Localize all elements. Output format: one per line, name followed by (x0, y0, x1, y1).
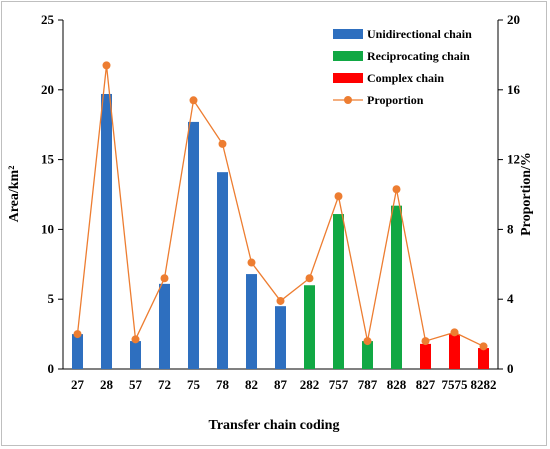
proportion-line (73, 61, 488, 351)
y-right-tick-label: 4 (507, 291, 514, 306)
y-right-tick-label: 0 (507, 361, 514, 376)
y-axis-right-title: Proportion/% (519, 152, 534, 236)
bar (420, 343, 431, 369)
bar (304, 285, 315, 369)
x-tick-label: 7575 (442, 377, 469, 392)
proportion-point (73, 330, 82, 339)
x-tick-label: 27 (71, 377, 85, 392)
x-axis-title: Transfer chain coding (209, 418, 340, 433)
y-left-tick-label: 5 (48, 291, 55, 306)
bar (101, 93, 112, 369)
y-right-tick-label: 16 (507, 82, 521, 97)
y-right-tick-label: 20 (507, 12, 520, 27)
proportion-point (479, 342, 488, 351)
y-right-tick-label: 12 (507, 152, 520, 167)
legend-swatch (333, 51, 363, 61)
x-tick-label: 8282 (471, 377, 497, 392)
proportion-point (160, 274, 169, 283)
bar (478, 348, 489, 369)
bar (188, 121, 199, 370)
proportion-point (421, 337, 430, 346)
proportion-point (334, 192, 343, 201)
bar (333, 214, 344, 369)
proportion-point (189, 96, 198, 105)
x-tick-label: 28 (100, 377, 114, 392)
tick-labels: 0 5 10 15 20 25 0 4 8 12 16 20 27 28 57 72 75 78 82 87 282 75… (41, 12, 521, 392)
proportion-point (102, 61, 111, 70)
legend-label: Unidirectional chain (367, 27, 472, 41)
bar (159, 283, 170, 369)
legend-label: Proportion (367, 93, 424, 107)
legend-label: Reciprocating chain (367, 49, 470, 63)
proportion-point (363, 337, 372, 346)
y-left-tick-label: 20 (41, 82, 54, 97)
y-left-tick-label: 10 (41, 221, 54, 236)
y-left-tick-label: 15 (41, 152, 55, 167)
y-right-tick-label: 8 (507, 221, 514, 236)
legend-label: Complex chain (367, 71, 444, 85)
bar (217, 172, 228, 369)
x-tick-label: 78 (216, 377, 230, 392)
bars (72, 93, 489, 370)
proportion-point (276, 296, 285, 305)
legend-swatch (333, 73, 363, 83)
x-tick-label: 282 (300, 377, 320, 392)
proportion-point (392, 185, 401, 194)
x-tick-label: 75 (187, 377, 201, 392)
bar (449, 334, 460, 369)
bar (275, 306, 286, 369)
legend: Unidirectional chain Reciprocating chain C… (333, 27, 472, 107)
proportion-point (450, 328, 459, 337)
proportion-point (305, 274, 314, 283)
y-axis-left-title: Area/km² (7, 166, 22, 223)
x-tick-label: 787 (358, 377, 378, 392)
bar (72, 334, 83, 369)
legend-marker (344, 96, 352, 104)
y-left-tick-label: 25 (41, 12, 55, 27)
x-tick-label: 757 (329, 377, 349, 392)
bar (362, 341, 373, 369)
bar (130, 341, 141, 369)
x-tick-label: 828 (387, 377, 407, 392)
proportion-point (247, 258, 256, 267)
bar (246, 274, 257, 369)
x-tick-label: 57 (129, 377, 143, 392)
bar (391, 205, 402, 369)
proportion-point (131, 335, 140, 344)
y-left-tick-label: 0 (48, 361, 55, 376)
proportion-point (218, 139, 227, 148)
x-tick-label: 827 (416, 377, 436, 392)
x-tick-label: 87 (274, 377, 288, 392)
x-tick-label: 82 (245, 377, 258, 392)
x-tick-label: 72 (158, 377, 171, 392)
legend-swatch (333, 29, 363, 39)
